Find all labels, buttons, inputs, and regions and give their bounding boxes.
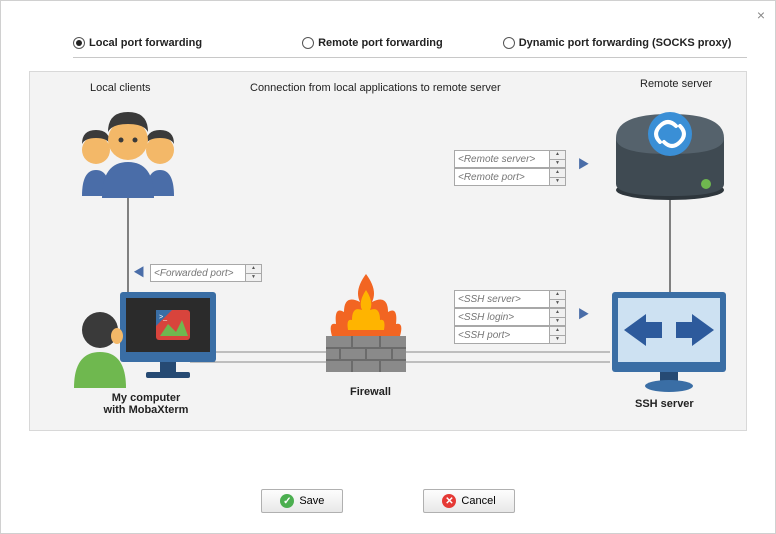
- ssh-server-spinner[interactable]: ▲▼: [550, 290, 566, 308]
- remote-server-spinner[interactable]: ▲▼: [550, 150, 566, 168]
- radio-dot-icon: [73, 37, 85, 49]
- radio-label: Remote port forwarding: [318, 37, 443, 49]
- radio-label: Dynamic port forwarding (SOCKS proxy): [519, 37, 732, 49]
- firewall-icon: [316, 272, 416, 382]
- local-clients-icon: [72, 100, 182, 200]
- svg-text:>_: >_: [159, 314, 167, 321]
- remote-group: ▲▼ ▲▼: [454, 150, 566, 186]
- remote-server-input[interactable]: [454, 150, 550, 168]
- arrow-right-icon: ⯈: [576, 306, 590, 324]
- forwarded-port-input[interactable]: [150, 264, 246, 282]
- radio-dot-icon: [503, 37, 515, 49]
- tunnel-diagram: Local clients Connection from local appl…: [29, 71, 747, 431]
- forwarded-port-spinner[interactable]: ▲▼: [246, 264, 262, 282]
- remote-port-input[interactable]: [454, 168, 550, 186]
- my-computer-icon: >_: [60, 286, 220, 396]
- radio-dot-icon: [302, 37, 314, 49]
- radio-dynamic-forwarding[interactable]: Dynamic port forwarding (SOCKS proxy): [503, 37, 732, 49]
- ssh-server-input[interactable]: [454, 290, 550, 308]
- save-label: Save: [299, 495, 324, 507]
- dialog-buttons: ✓ Save ✕ Cancel: [1, 489, 775, 513]
- radio-local-forwarding[interactable]: Local port forwarding: [73, 37, 202, 49]
- cancel-button[interactable]: ✕ Cancel: [423, 489, 514, 513]
- arrow-right-icon: ⯈: [576, 156, 590, 174]
- ssh-port-input[interactable]: [454, 326, 550, 344]
- radio-label: Local port forwarding: [89, 37, 202, 49]
- remote-server-icon: [610, 94, 730, 204]
- arrow-left-icon: ⯇: [132, 264, 146, 282]
- ssh-group: ▲▼ ▲▼ ▲▼: [454, 290, 566, 344]
- remote-port-spinner[interactable]: ▲▼: [550, 168, 566, 186]
- forwarding-type-radios: Local port forwarding Remote port forwar…: [73, 37, 747, 58]
- radio-remote-forwarding[interactable]: Remote port forwarding: [302, 37, 443, 49]
- cross-icon: ✕: [442, 494, 456, 508]
- ssh-port-spinner[interactable]: ▲▼: [550, 326, 566, 344]
- ssh-server-icon: [604, 286, 734, 396]
- cancel-label: Cancel: [461, 495, 495, 507]
- save-button[interactable]: ✓ Save: [261, 489, 343, 513]
- forwarded-port-group: ▲▼: [150, 264, 262, 282]
- check-icon: ✓: [280, 494, 294, 508]
- ssh-login-spinner[interactable]: ▲▼: [550, 308, 566, 326]
- close-icon[interactable]: ×: [757, 7, 765, 23]
- ssh-login-input[interactable]: [454, 308, 550, 326]
